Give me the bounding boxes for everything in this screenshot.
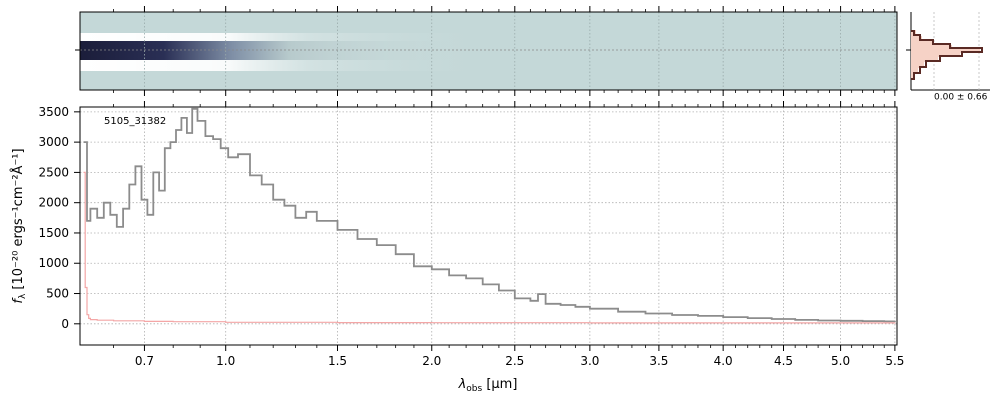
- spectrum-2d-panel: [75, 6, 898, 96]
- main-frame: [79, 106, 898, 346]
- object-id-label: 5105_31382: [104, 116, 166, 127]
- x-tick-label: 3.5: [649, 354, 668, 368]
- x-tick-label: 4.0: [714, 354, 733, 368]
- x-tick-label: 1.0: [216, 354, 235, 368]
- spectrum-2d-frame: [79, 11, 898, 91]
- y-tick-label: 0: [61, 317, 69, 331]
- x-tick-label: 5.5: [885, 354, 904, 368]
- profile-label: 0.00 ± 0.66: [934, 93, 988, 103]
- main-series: [83, 107, 896, 324]
- x-tick-label: 5.0: [831, 354, 850, 368]
- spectrum-1d-panel: 0.7 1.0 1.5 2.0 2.5 3.0 3.5 4.0 4.5 5.0 5.5 0 500 10…: [10, 101, 904, 394]
- x-axis-label-symbol: λ: [458, 377, 467, 392]
- x-axis-label: λobs [μm]: [458, 377, 518, 394]
- spectrum-2d-grid: [144, 12, 896, 90]
- y-axis-label: fλ [10⁻²⁰ ergs⁻¹cm⁻²Å⁻¹]: [10, 148, 28, 303]
- x-axis-ticks: 0.7 1.0 1.5 2.0 2.5 3.0 3.5 4.0 4.5 5.0 5.5: [113, 101, 904, 368]
- y-tick-label: 1000: [38, 256, 69, 270]
- x-tick-label: 3.0: [580, 354, 599, 368]
- spectrum-2d-trace: [80, 41, 460, 60]
- flux-series-line: [83, 107, 896, 323]
- profile-panel: 0.00 ± 0.66: [906, 12, 990, 103]
- y-axis-label-unit: [10⁻²⁰ ergs⁻¹cm⁻²Å⁻¹]: [10, 148, 26, 293]
- y-tick-label: 2500: [38, 165, 69, 179]
- y-axis-label-symbol: f: [11, 297, 26, 304]
- y-tick-label: 3500: [38, 105, 69, 119]
- y-axis-ticks: 0 500 1000 1500 2000 2500 3000 3500: [38, 105, 80, 331]
- y-axis-label-subscript: λ: [18, 293, 28, 299]
- error-series-line: [83, 171, 896, 324]
- profile-line: [911, 30, 983, 80]
- y-tick-label: 2000: [38, 196, 69, 210]
- y-tick-label: 1500: [38, 226, 69, 240]
- x-axis-label-unit: [μm]: [482, 377, 517, 392]
- y-tick-label: 500: [46, 287, 69, 301]
- y-tick-label: 3000: [38, 135, 69, 149]
- main-grid: [80, 107, 897, 345]
- x-tick-label: 1.5: [328, 354, 347, 368]
- x-tick-label: 4.5: [774, 354, 793, 368]
- x-tick-label: 0.7: [135, 354, 154, 368]
- x-axis-label-subscript: obs: [466, 384, 482, 394]
- x-tick-label: 2.0: [422, 354, 441, 368]
- x-tick-label: 2.5: [505, 354, 524, 368]
